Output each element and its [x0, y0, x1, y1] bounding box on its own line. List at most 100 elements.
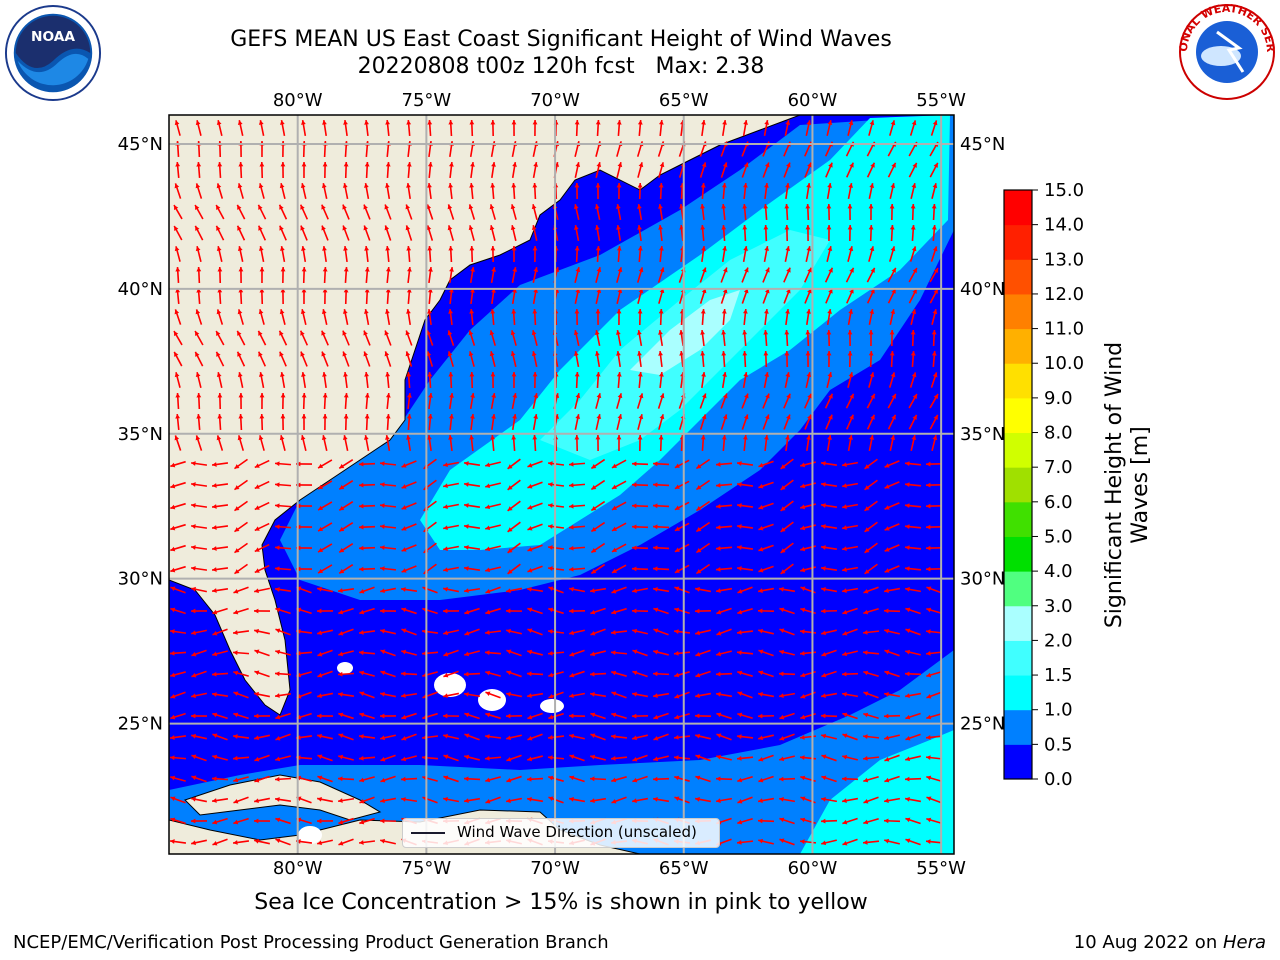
wave-direction-arrowhead: [490, 246, 496, 251]
wave-direction-arrowhead: [821, 524, 826, 529]
wave-direction-arrowhead: [863, 670, 869, 676]
wave-direction-arrowhead: [658, 183, 664, 188]
longitude-label: 55°W: [916, 858, 966, 879]
wave-direction-arrowhead: [591, 506, 597, 511]
wave-direction-arrowhead: [716, 461, 721, 467]
wave-direction-arrowhead: [548, 672, 554, 678]
wave-direction-arrowhead: [742, 225, 748, 230]
wave-direction-arrowhead: [785, 372, 791, 377]
wave-direction-arrowhead: [380, 756, 386, 762]
wave-direction-arrowhead: [359, 712, 365, 718]
wave-direction-arrowhead: [489, 351, 495, 357]
wave-direction-arrowhead: [380, 649, 386, 655]
wave-direction-arrowhead: [237, 330, 242, 336]
wave-direction-arrowhead: [632, 503, 637, 509]
colorbar-tick-label: 8.0: [1044, 423, 1073, 444]
wave-direction-arrowhead: [596, 267, 602, 273]
wave-direction-arrowhead: [569, 775, 575, 781]
wave-direction-arrowhead: [506, 588, 511, 594]
wave-direction-arrowhead: [380, 566, 385, 571]
wave-direction-arrowhead: [848, 372, 854, 378]
wave-direction-arrowhead: [700, 330, 705, 335]
wave-direction-arrowhead: [807, 267, 812, 273]
wave-direction-arrowhead: [254, 526, 260, 531]
island-patch: [478, 689, 506, 711]
wave-direction-arrowhead: [723, 267, 728, 273]
wave-direction-arrowhead: [258, 330, 263, 336]
wave-direction-arrowhead: [742, 351, 748, 356]
wave-direction-arrowhead: [779, 714, 785, 720]
wave-direction-arrowhead: [485, 755, 490, 761]
wave-direction-arrowhead: [910, 204, 916, 209]
wave-direction-arrowhead: [275, 461, 280, 467]
latitude-label: 35°N: [118, 424, 163, 445]
wave-direction-arrowhead: [485, 483, 491, 489]
wave-direction-arrowhead: [212, 630, 218, 636]
wave-direction-arrowhead: [674, 735, 679, 740]
wave-direction-arrowhead: [848, 435, 854, 440]
wave-direction-arrowhead: [448, 372, 454, 377]
wave-direction-arrowhead: [301, 162, 307, 167]
wave-direction-arrowhead: [405, 330, 411, 336]
wave-direction-arrowhead: [743, 183, 748, 188]
wave-direction-arrowhead: [426, 225, 432, 231]
wave-direction-arrowhead: [506, 713, 511, 719]
wave-direction-arrowhead: [569, 461, 574, 467]
wave-direction-arrowhead: [510, 330, 516, 336]
wave-direction-arrowhead: [842, 692, 847, 697]
wave-direction-arrowhead: [806, 120, 812, 125]
wave-direction-arrowhead: [380, 545, 385, 550]
wave-direction-arrowhead: [864, 485, 870, 490]
wave-direction-arrowhead: [217, 414, 223, 419]
title-line-2: 20220808 t00z 120h fcst Max: 2.38: [357, 54, 765, 79]
wave-direction-arrowhead: [912, 267, 917, 273]
wave-direction-arrowhead: [359, 566, 364, 572]
wave-direction-arrowhead: [359, 798, 365, 804]
wave-direction-arrowhead: [470, 267, 475, 272]
wave-direction-arrowhead: [322, 393, 328, 398]
wave-direction-arrowhead: [175, 288, 181, 293]
wave-direction-arrowhead: [237, 435, 243, 441]
wave-direction-arrowhead: [238, 393, 244, 398]
wave-direction-arrowhead: [674, 629, 679, 634]
wave-direction-arrowhead: [863, 691, 869, 697]
wave-direction-arrowhead: [254, 484, 260, 489]
wave-direction-arrowhead: [301, 372, 306, 377]
wave-direction-arrowhead: [485, 734, 490, 739]
wave-direction-arrowhead: [842, 798, 847, 803]
wave-direction-arrowhead: [695, 630, 701, 636]
wave-direction-arrowhead: [744, 393, 749, 399]
wave-direction-arrowhead: [491, 288, 496, 293]
wave-direction-arrowhead: [533, 393, 539, 398]
wave-direction-arrowhead: [569, 482, 574, 488]
wave-direction-arrowhead: [170, 525, 176, 531]
wave-direction-arrowhead: [301, 120, 306, 125]
wave-direction-arrowhead: [632, 545, 637, 551]
wave-direction-arrowhead: [359, 545, 364, 551]
wave-direction-arrowhead: [890, 435, 896, 440]
wave-direction-arrowhead: [827, 435, 832, 440]
wave-direction-arrowhead: [175, 267, 181, 272]
wave-direction-arrowhead: [905, 587, 910, 592]
wave-direction-arrowhead: [280, 372, 285, 377]
wave-direction-arrowhead: [464, 671, 469, 677]
wave-direction-arrowhead: [275, 545, 280, 551]
wave-direction-arrowhead: [339, 484, 345, 490]
wave-direction-arrowhead: [233, 734, 238, 739]
wave-direction-arrowhead: [342, 351, 347, 357]
wave-direction-arrowhead: [653, 566, 658, 572]
wave-direction-arrowhead: [485, 525, 491, 531]
wave-direction-arrowhead: [191, 713, 196, 719]
wave-direction-arrowhead: [233, 609, 239, 615]
wave-direction-arrowhead: [765, 162, 770, 168]
wave-direction-arrowhead: [300, 351, 305, 357]
wave-direction-arrowhead: [385, 120, 391, 125]
wave-direction-arrowhead: [758, 713, 763, 719]
longitude-label: 65°W: [659, 90, 709, 111]
wave-direction-arrowhead: [632, 461, 637, 467]
wave-direction-arrowhead: [595, 435, 601, 440]
wave-direction-arrowhead: [406, 435, 411, 440]
wave-direction-arrowhead: [233, 650, 238, 656]
wave-direction-arrowhead: [485, 504, 491, 510]
wave-direction-arrowhead: [828, 393, 833, 399]
